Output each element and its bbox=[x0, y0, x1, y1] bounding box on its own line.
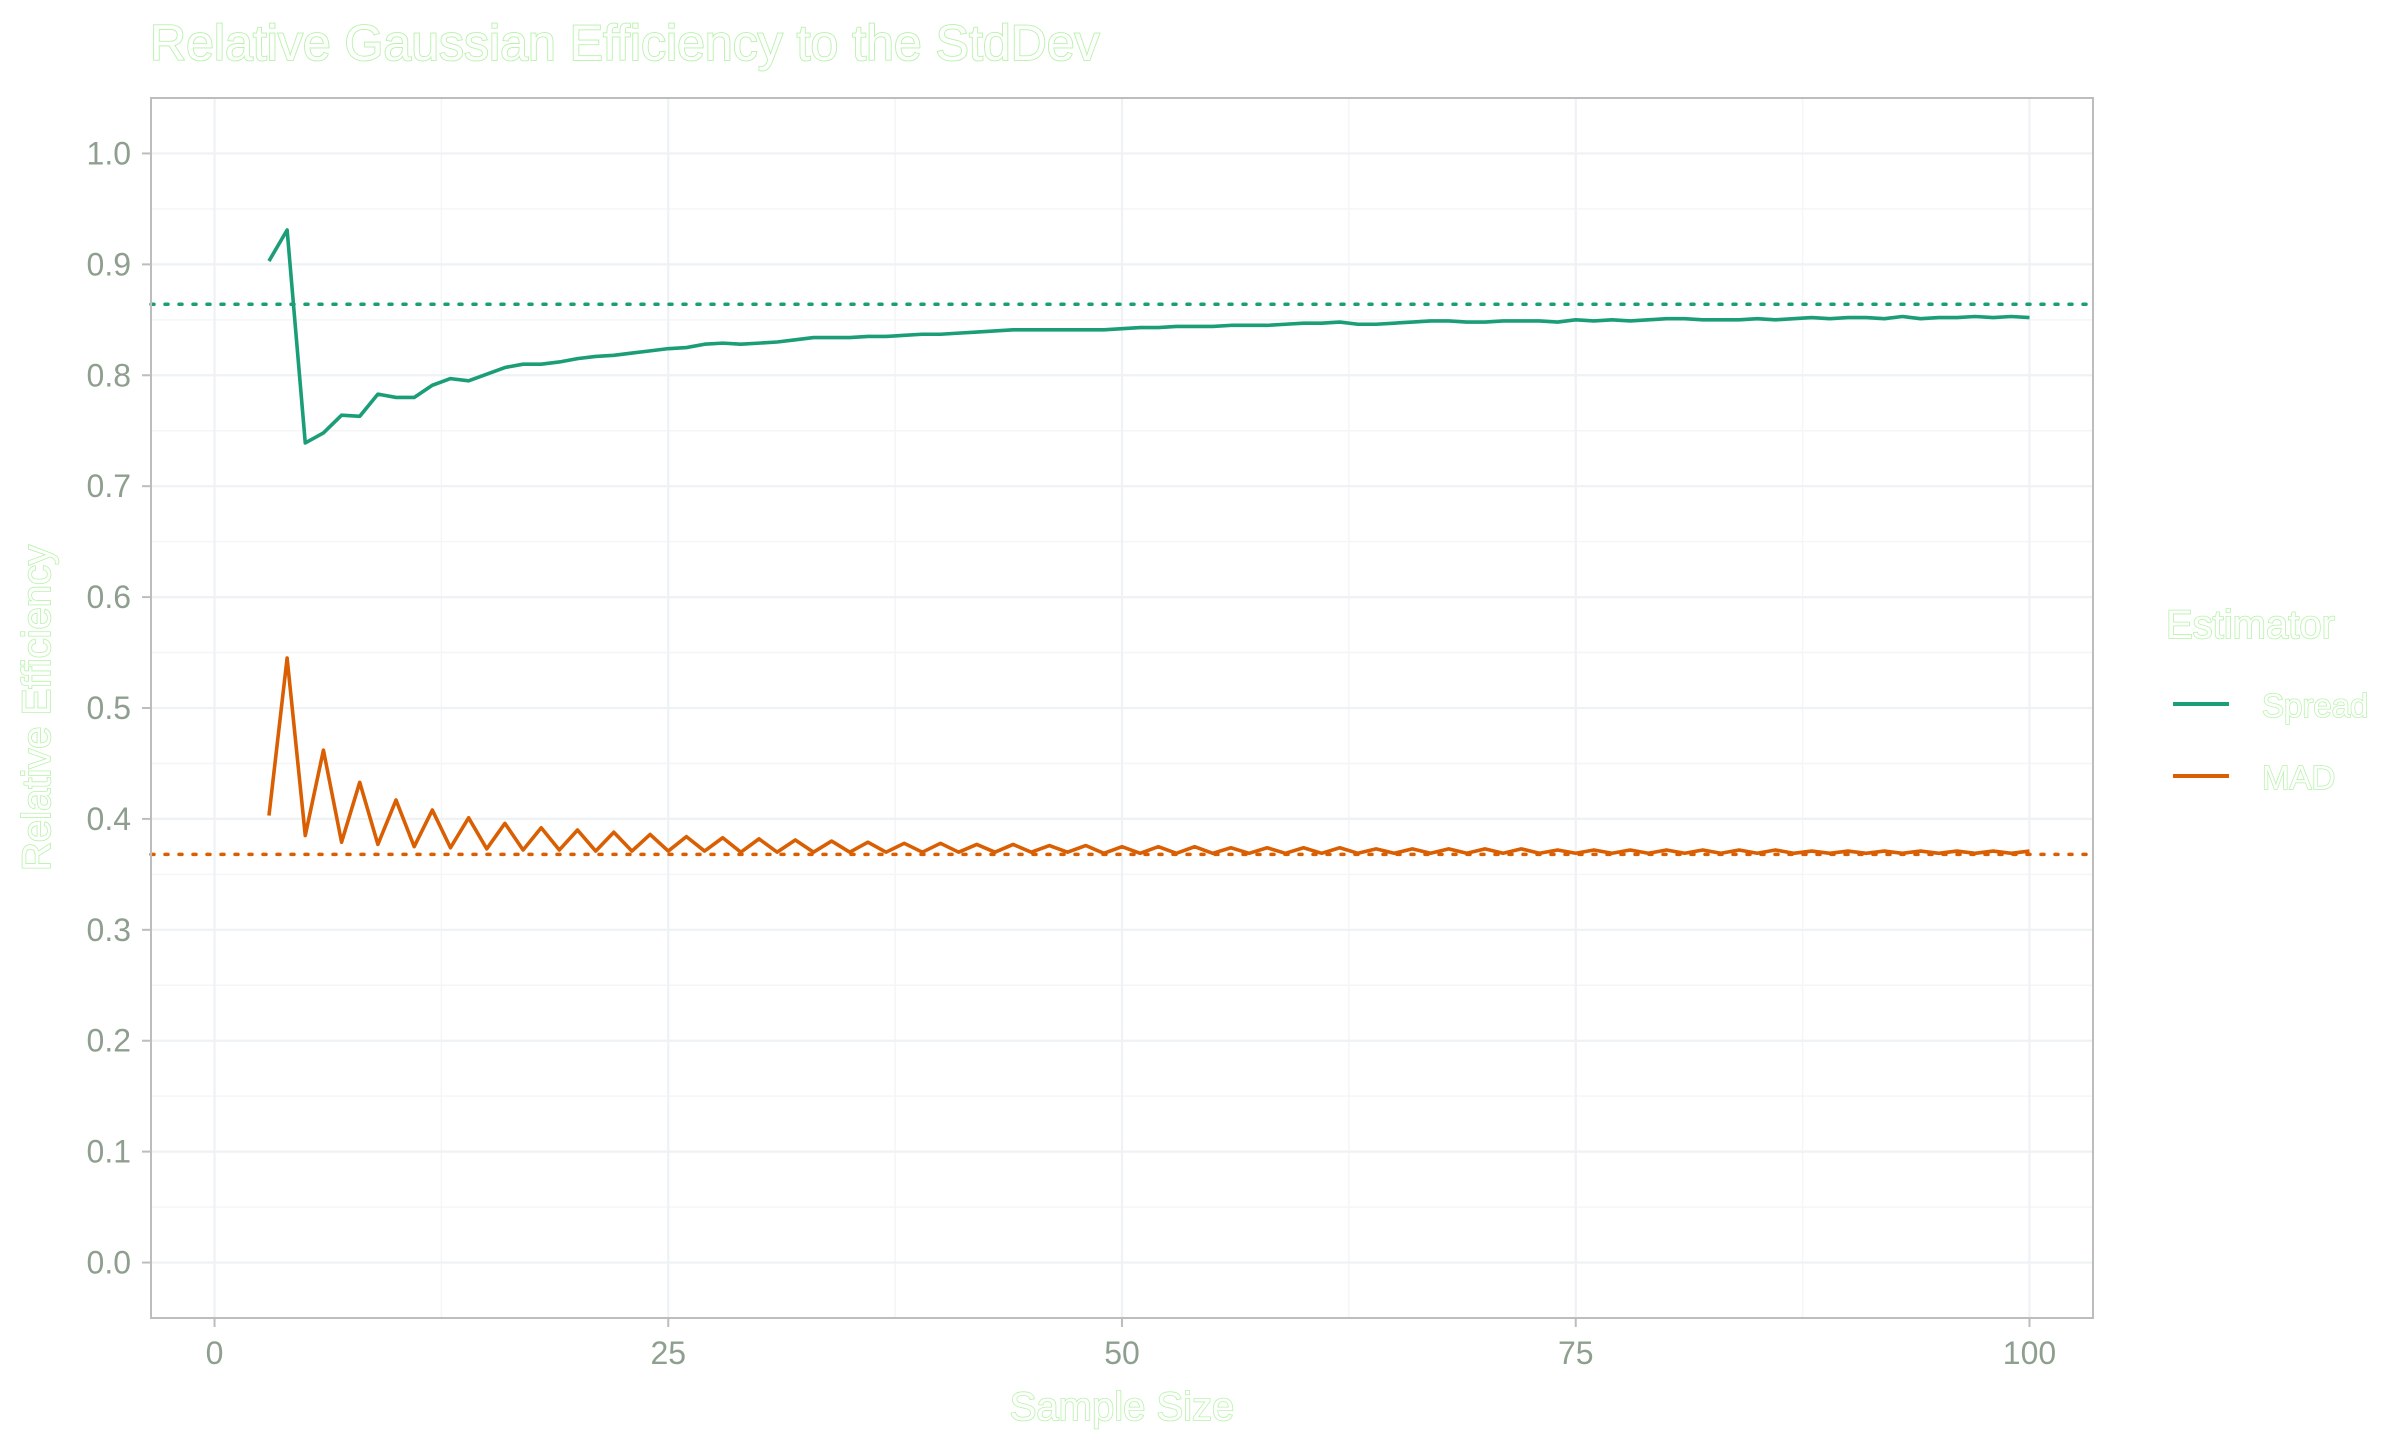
x-tick-label: 25 bbox=[650, 1335, 686, 1371]
reference-lines bbox=[149, 302, 2095, 857]
legend-label-spread: Spread bbox=[2262, 687, 2368, 724]
y-axis: 0.0 0.1 0.2 0.3 0.4 0.5 0.6 0.7 0.8 0.9 1.0 bbox=[87, 135, 151, 1281]
y-tick-label: 0.3 bbox=[87, 912, 131, 948]
y-tick-label: 0.0 bbox=[87, 1245, 131, 1281]
y-tick-label: 0.2 bbox=[87, 1023, 131, 1059]
x-axis-title: Sample Size bbox=[1010, 1385, 1235, 1429]
legend-label-mad: MAD bbox=[2262, 759, 2335, 796]
x-axis: 0 25 50 75 100 bbox=[206, 1318, 2056, 1371]
y-tick-label: 0.1 bbox=[87, 1134, 131, 1170]
y-tick-label: 0.4 bbox=[87, 801, 131, 837]
y-tick-label: 0.6 bbox=[87, 579, 131, 615]
y-tick-label: 1.0 bbox=[87, 135, 131, 171]
legend-title: Estimator bbox=[2166, 603, 2335, 647]
y-axis-title: Relative Efficiency bbox=[15, 545, 59, 871]
chart-title: Relative Gaussian Efficiency to the StdD… bbox=[150, 15, 1100, 71]
grid-major bbox=[151, 98, 2093, 1318]
x-tick-label: 100 bbox=[2003, 1335, 2056, 1371]
series-line-spread bbox=[267, 228, 2030, 445]
series-line-mad bbox=[267, 656, 2030, 856]
y-tick-label: 0.5 bbox=[87, 690, 131, 726]
x-tick-label: 50 bbox=[1104, 1335, 1140, 1371]
series-lines bbox=[267, 228, 2030, 856]
legend: Estimator Spread MAD bbox=[2165, 602, 2369, 797]
y-tick-label: 0.8 bbox=[87, 357, 131, 393]
y-tick-label: 0.9 bbox=[87, 246, 131, 282]
x-tick-label: 0 bbox=[206, 1335, 224, 1371]
y-tick-label: 0.7 bbox=[87, 468, 131, 504]
x-tick-label: 75 bbox=[1558, 1335, 1594, 1371]
